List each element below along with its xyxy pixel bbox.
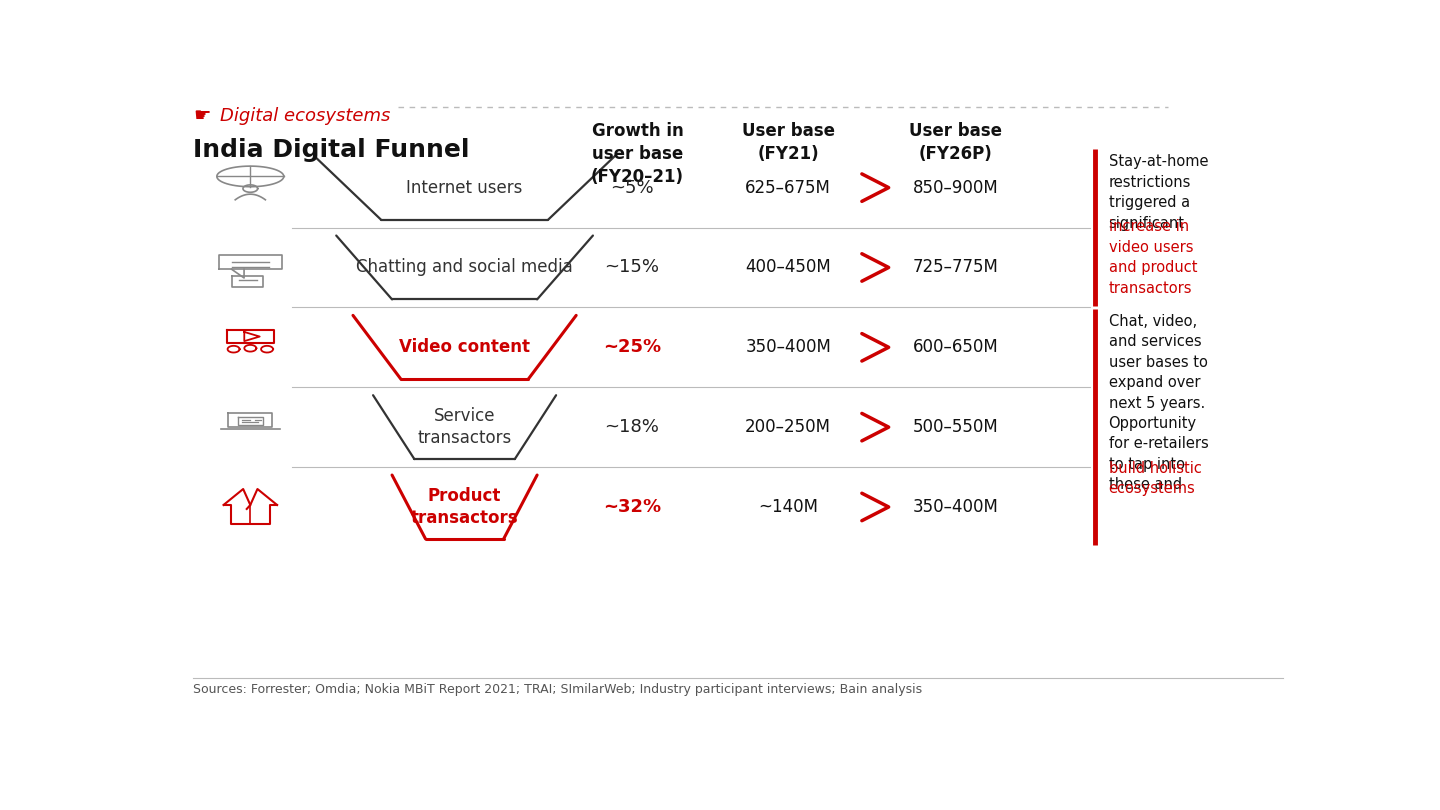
Text: ~25%: ~25% bbox=[603, 339, 661, 356]
Text: ~32%: ~32% bbox=[603, 498, 661, 516]
Text: 500–550M: 500–550M bbox=[913, 418, 998, 436]
Text: 400–450M: 400–450M bbox=[746, 258, 831, 276]
Text: Chat, video,
and services
user bases to
expand over
next 5 years.
Opportunity
fo: Chat, video, and services user bases to … bbox=[1109, 314, 1208, 513]
Text: 625–675M: 625–675M bbox=[746, 179, 831, 197]
Text: Product
transactors: Product transactors bbox=[410, 487, 518, 527]
Text: 600–650M: 600–650M bbox=[913, 339, 998, 356]
Text: Internet users: Internet users bbox=[406, 179, 523, 197]
Text: Sources: Forrester; Omdia; Nokia MBiT Report 2021; TRAI; SImilarWeb; Industry pa: Sources: Forrester; Omdia; Nokia MBiT Re… bbox=[193, 684, 923, 697]
Text: 200–250M: 200–250M bbox=[746, 418, 831, 436]
Text: ☛: ☛ bbox=[193, 106, 210, 126]
Text: ~5%: ~5% bbox=[611, 179, 654, 197]
Text: Service
transactors: Service transactors bbox=[418, 407, 511, 447]
Text: 350–400M: 350–400M bbox=[746, 339, 831, 356]
Text: India Digital Funnel: India Digital Funnel bbox=[193, 138, 469, 162]
Text: build holistic
ecosystems: build holistic ecosystems bbox=[1109, 461, 1201, 496]
Text: Digital ecosystems: Digital ecosystems bbox=[220, 107, 390, 125]
Text: ~15%: ~15% bbox=[605, 258, 660, 276]
Text: ~140M: ~140M bbox=[759, 498, 818, 516]
Text: Video content: Video content bbox=[399, 339, 530, 356]
Text: User base
(FY26P): User base (FY26P) bbox=[909, 122, 1002, 163]
Text: Stay-at-home
restrictions
triggered a
significant: Stay-at-home restrictions triggered a si… bbox=[1109, 155, 1208, 251]
Text: Growth in
user base
(FY20–21): Growth in user base (FY20–21) bbox=[590, 122, 684, 186]
Text: User base
(FY21): User base (FY21) bbox=[742, 122, 835, 163]
Text: 850–900M: 850–900M bbox=[913, 179, 998, 197]
Text: increase in
video users
and product
transactors: increase in video users and product tran… bbox=[1109, 220, 1197, 296]
Text: ~18%: ~18% bbox=[605, 418, 660, 436]
Text: 725–775M: 725–775M bbox=[913, 258, 998, 276]
Text: 350–400M: 350–400M bbox=[913, 498, 998, 516]
Text: Chatting and social media: Chatting and social media bbox=[356, 258, 573, 276]
